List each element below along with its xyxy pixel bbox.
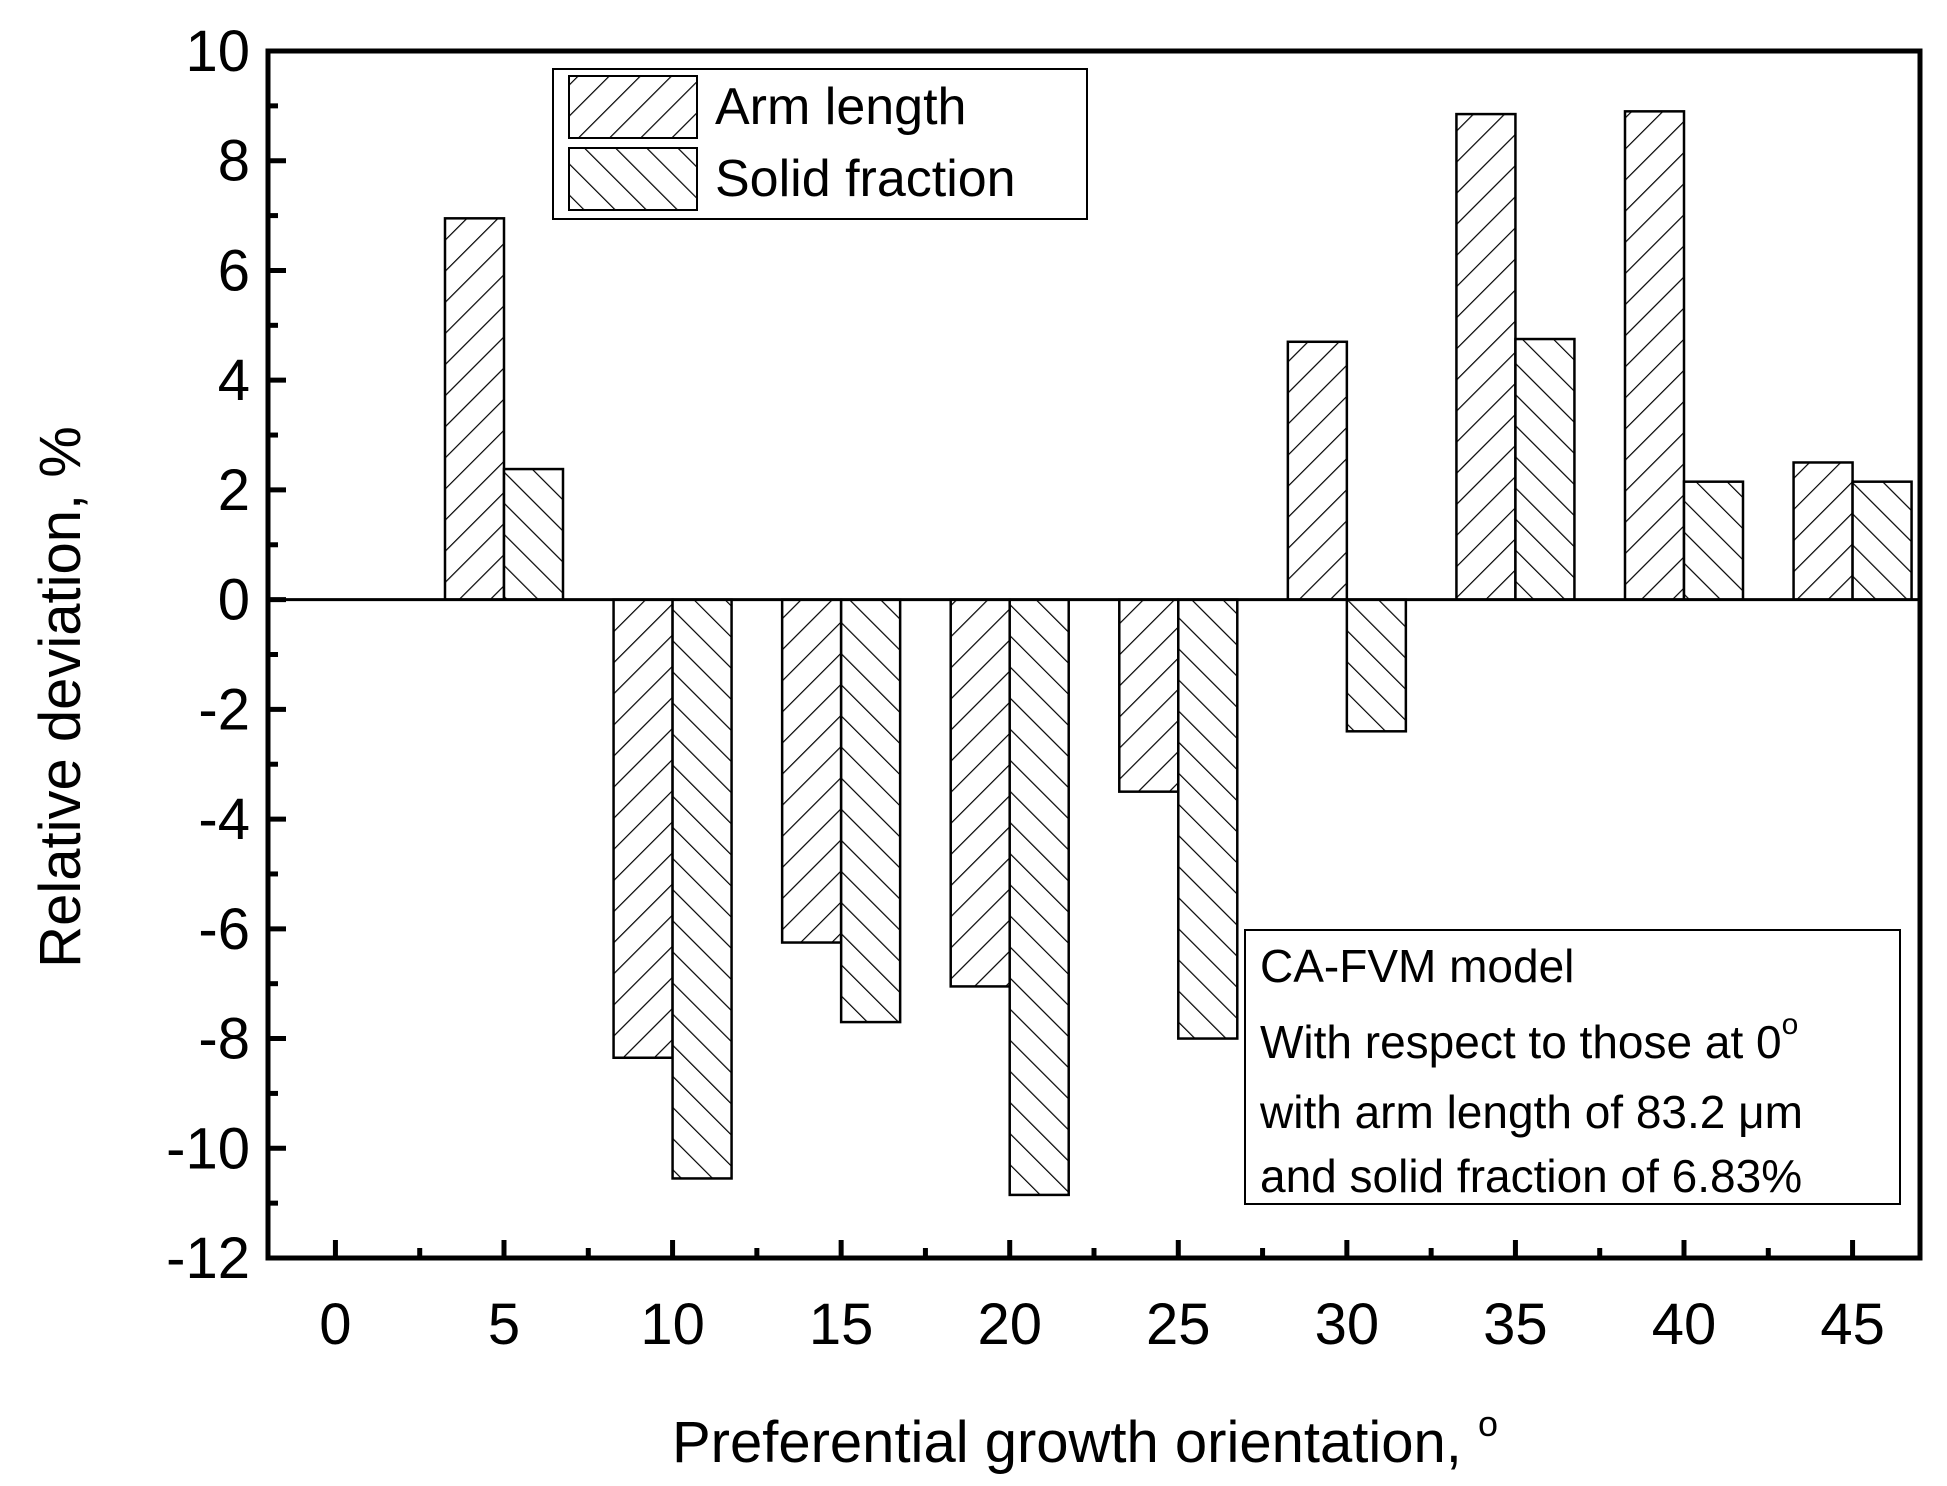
bar-arm-length-45 [1792,461,1854,601]
bar-solid-fraction-15 [839,598,902,1024]
bar-arm-length-5 [443,217,506,601]
annotation-degree: o [1782,1008,1799,1041]
y-tick-label: -6 [198,897,250,962]
x-tick-label: 5 [488,1292,520,1357]
x-tick-label: 45 [1820,1292,1885,1357]
annotation-line-3: with arm length of 83.2 μm [1259,1086,1803,1138]
y-axis-title: Relative deviation, % [28,426,93,968]
y-tick-label: -12 [166,1226,250,1291]
y-tick-label: 6 [218,238,250,303]
legend-swatch-solid-fraction [568,147,698,211]
x-tick-label: 40 [1652,1292,1717,1357]
x-axis-title: Preferential growth orientation, o [672,1403,1498,1475]
bar-solid-fraction-40 [1682,480,1745,601]
bar-arm-length-30 [1286,340,1349,601]
y-tick-label: -4 [198,787,250,852]
bar-solid-fraction-25 [1177,598,1239,1040]
bar-solid-fraction-5 [502,467,565,601]
y-tick-label: 0 [218,568,250,633]
bar-solid-fraction-10 [671,598,733,1180]
y-tick-label: -8 [198,1007,250,1072]
bar-solid-fraction-45 [1851,480,1913,601]
legend-label-solid-fraction: Solid fraction [715,150,1016,208]
legend-swatch-arm-length [568,75,698,139]
annotation-line-2: With respect to those at 0o [1260,1008,1798,1068]
annotation-box: CA-FVM model With respect to those at 0o… [1244,929,1901,1205]
bar-solid-fraction-35 [1514,337,1576,601]
y-tick-label: 10 [185,19,250,84]
x-tick-label: 20 [977,1292,1042,1357]
bar-arm-length-10 [612,598,674,1059]
x-axis-title-degree: o [1478,1403,1498,1444]
bar-arm-length-15 [780,598,843,944]
x-tick-label: 15 [809,1292,874,1357]
legend-label-arm-length: Arm length [715,78,966,136]
legend: Arm length Solid fraction [552,68,1088,220]
bar-arm-length-25 [1118,598,1180,793]
annotation-frame [1244,929,1901,1205]
y-tick-label: 8 [218,129,250,194]
bar-solid-fraction-30 [1345,598,1408,733]
y-tick-label: 4 [218,348,250,413]
bar-arm-length-40 [1623,110,1686,601]
x-tick-label: 35 [1483,1292,1548,1357]
bar-solid-fraction-20 [1008,598,1070,1197]
x-tick-label: 25 [1146,1292,1211,1357]
annotation-line-4: and solid fraction of 6.83% [1260,1150,1802,1202]
x-tick-label: 10 [640,1292,705,1357]
y-tick-label: -2 [198,677,250,742]
x-tick-label: 0 [319,1292,351,1357]
bar-arm-length-35 [1455,112,1517,601]
x-tick-label: 30 [1315,1292,1380,1357]
bar-arm-length-20 [949,598,1011,988]
y-tick-label: -10 [166,1116,250,1181]
bars-layer [443,110,1913,1197]
ticks-layer [268,48,1856,1261]
y-tick-label: 2 [218,458,250,523]
annotation-line-1: CA-FVM model [1260,940,1574,992]
